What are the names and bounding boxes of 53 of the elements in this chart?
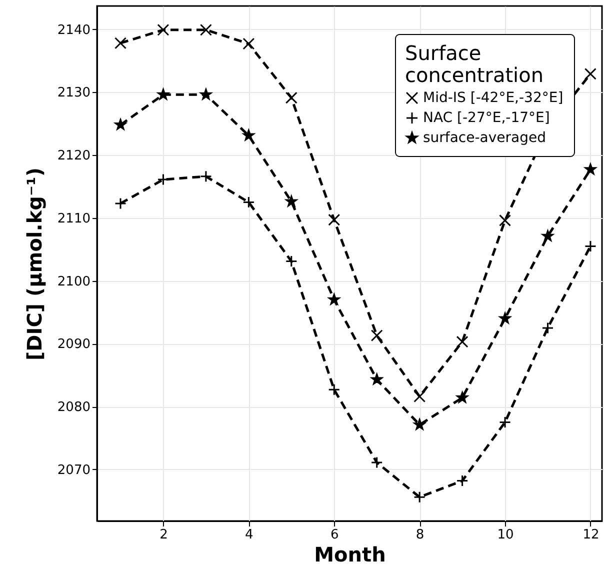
point [285,92,298,104]
x-tick-label: 12 [582,528,600,542]
point [200,88,212,100]
point [414,491,426,504]
y-tick-label: 2120 [57,148,90,164]
x-tick-label: 4 [245,528,254,542]
point [157,174,170,186]
point [370,330,383,342]
point [456,336,468,348]
point [584,240,596,252]
y-tick-label: 2080 [57,400,90,416]
y-tick-label: 2100 [57,274,90,290]
point [584,164,596,174]
y-tick-label: 2110 [57,211,90,226]
point [456,392,468,403]
point [200,24,212,36]
point [328,294,340,305]
point [114,197,126,210]
x-axis-title: Month [314,542,386,566]
point [242,196,255,208]
legend-label: Mid-IS [-42°E,-32°E] [423,90,564,106]
point [542,230,554,242]
point [286,196,298,207]
legend-label: surface-averaged [423,130,546,146]
x-tick-label: 6 [330,528,339,542]
point [157,24,170,36]
point [499,416,512,428]
point [370,456,383,469]
point [157,88,169,100]
point [114,118,126,130]
point [499,214,512,226]
point [414,418,426,430]
point [242,130,254,141]
point [414,390,426,402]
y-axis-title: [DIC] (µmol.kg⁻¹) [22,168,46,360]
point [242,38,255,50]
legend-title: Surface concentration [405,41,544,87]
x-tick-label: 8 [416,528,424,542]
point [499,312,511,324]
y-tick-label: 2140 [57,22,90,38]
point [328,214,340,226]
point [542,322,554,334]
x-tick-label: 2 [160,528,168,542]
y-tick-label: 2090 [57,337,90,352]
point [114,37,126,50]
legend-label: NAC [-27°E,-17°E] [423,110,550,126]
y-tick-label: 2070 [57,462,90,478]
y-tick-label: 2130 [57,86,90,101]
x-tick-label: 10 [497,528,514,542]
point [371,374,383,385]
point [328,384,340,396]
point [200,170,212,182]
point [584,68,596,80]
